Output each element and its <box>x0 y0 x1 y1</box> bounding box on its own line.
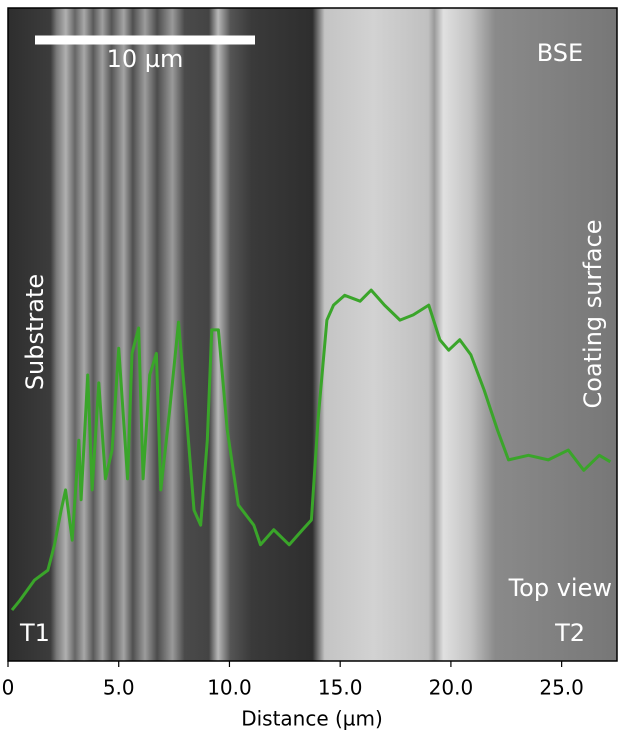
coating-label: Coating surface <box>579 220 607 409</box>
view-label: Top view <box>508 574 612 602</box>
detector-label: BSE <box>537 39 583 67</box>
profile-line <box>10 288 612 612</box>
sem-image <box>8 8 617 661</box>
plot-frame <box>7 7 618 662</box>
x-tick-label: 0 <box>2 676 15 700</box>
start-label: T1 <box>19 619 50 647</box>
scale-bar-label: 10 µm <box>107 45 184 73</box>
x-tick-label: 15.0 <box>318 676 363 700</box>
x-tick-label: 10.0 <box>207 676 252 700</box>
x-tick-label: 5.0 <box>103 676 135 700</box>
x-axis-label: Distance (µm) <box>241 707 383 731</box>
x-tick-label: 25.0 <box>539 676 584 700</box>
x-tick-label: 20.0 <box>429 676 474 700</box>
end-label: T2 <box>554 619 585 647</box>
substrate-label: Substrate <box>21 274 49 390</box>
